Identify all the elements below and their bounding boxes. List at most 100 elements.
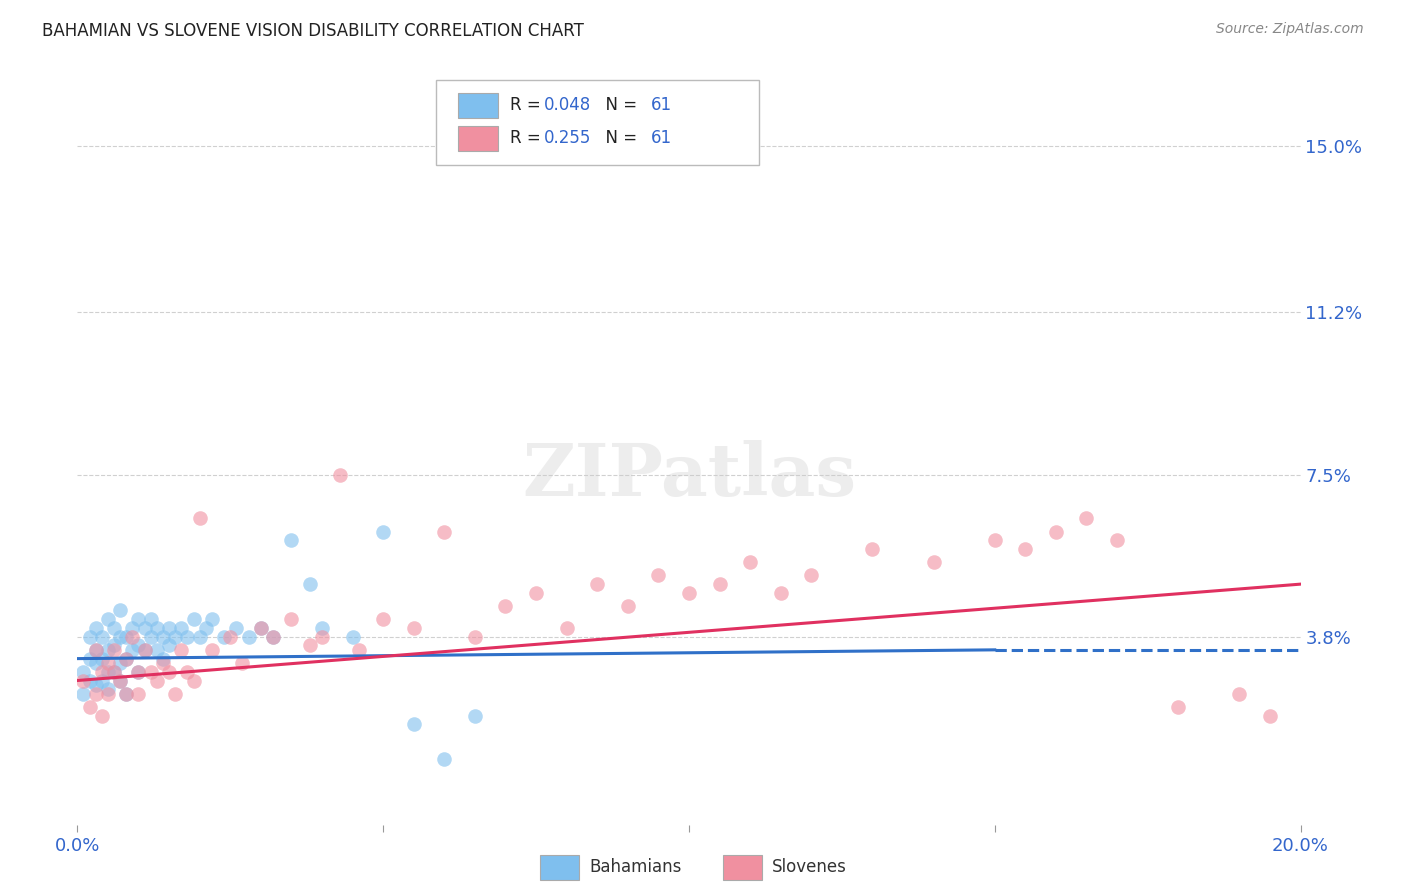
Point	[121, 630, 143, 644]
Point	[90, 630, 112, 644]
Point	[188, 630, 211, 644]
Text: BAHAMIAN VS SLOVENE VISION DISABILITY CORRELATION CHART: BAHAMIAN VS SLOVENE VISION DISABILITY CO…	[42, 22, 583, 40]
Point	[115, 630, 138, 644]
Point	[127, 612, 149, 626]
Point	[524, 586, 547, 600]
Point	[139, 665, 162, 679]
Point	[134, 643, 156, 657]
Point	[103, 665, 125, 679]
Point	[740, 555, 762, 569]
Point	[79, 630, 101, 644]
Point	[201, 643, 224, 657]
Point	[371, 524, 394, 539]
Point	[72, 687, 94, 701]
Point	[298, 639, 321, 653]
Point	[90, 673, 112, 688]
Point	[97, 656, 120, 670]
Point	[464, 708, 486, 723]
Point	[922, 555, 945, 569]
Text: R =: R =	[510, 96, 547, 114]
Point	[127, 639, 149, 653]
Point	[342, 630, 364, 644]
Point	[127, 665, 149, 679]
Point	[97, 612, 120, 626]
Point	[280, 612, 302, 626]
Point	[157, 665, 180, 679]
Point	[152, 651, 174, 665]
Point	[127, 665, 149, 679]
Point	[152, 630, 174, 644]
Point	[176, 630, 198, 644]
Point	[103, 643, 125, 657]
Point	[262, 630, 284, 644]
Point	[103, 639, 125, 653]
Point	[188, 511, 211, 525]
Point	[115, 651, 138, 665]
Point	[146, 673, 169, 688]
Text: Source: ZipAtlas.com: Source: ZipAtlas.com	[1216, 22, 1364, 37]
Point	[201, 612, 224, 626]
Point	[1107, 533, 1129, 548]
Point	[1076, 511, 1098, 525]
Point	[157, 639, 180, 653]
Point	[183, 612, 205, 626]
Point	[464, 630, 486, 644]
Point	[103, 665, 125, 679]
Point	[84, 621, 107, 635]
Point	[108, 630, 131, 644]
Text: ZIPatlas: ZIPatlas	[522, 440, 856, 510]
Point	[72, 673, 94, 688]
Point	[152, 656, 174, 670]
Point	[183, 673, 205, 688]
Point	[984, 533, 1007, 548]
Point	[176, 665, 198, 679]
Point	[347, 643, 370, 657]
Point	[433, 752, 456, 766]
Point	[194, 621, 217, 635]
Point	[79, 651, 101, 665]
Point	[103, 621, 125, 635]
Point	[108, 656, 131, 670]
Text: 61: 61	[651, 96, 672, 114]
Point	[79, 699, 101, 714]
Point	[90, 651, 112, 665]
Point	[121, 643, 143, 657]
Point	[121, 621, 143, 635]
Point	[97, 643, 120, 657]
Point	[115, 687, 138, 701]
Point	[862, 542, 884, 557]
Point	[127, 687, 149, 701]
Text: 0.048: 0.048	[544, 96, 592, 114]
Point	[311, 630, 333, 644]
Point	[90, 708, 112, 723]
Point	[134, 621, 156, 635]
Text: N =: N =	[595, 129, 643, 147]
Point	[402, 621, 425, 635]
Point	[84, 656, 107, 670]
Point	[678, 586, 700, 600]
Point	[1229, 687, 1251, 701]
Point	[402, 717, 425, 731]
Point	[238, 630, 260, 644]
Point	[115, 687, 138, 701]
Text: N =: N =	[595, 96, 643, 114]
Point	[97, 687, 120, 701]
Point	[225, 621, 247, 635]
Point	[586, 577, 609, 591]
Point	[219, 630, 242, 644]
Point	[1045, 524, 1067, 539]
Point	[72, 665, 94, 679]
Point	[647, 568, 669, 582]
Point	[1167, 699, 1189, 714]
Point	[555, 621, 578, 635]
Point	[433, 524, 456, 539]
Point	[250, 621, 273, 635]
Point	[108, 673, 131, 688]
Point	[769, 586, 792, 600]
Point	[165, 630, 187, 644]
Point	[79, 673, 101, 688]
Point	[371, 612, 394, 626]
Point	[280, 533, 302, 548]
Text: Slovenes: Slovenes	[772, 858, 846, 876]
Point	[165, 687, 187, 701]
